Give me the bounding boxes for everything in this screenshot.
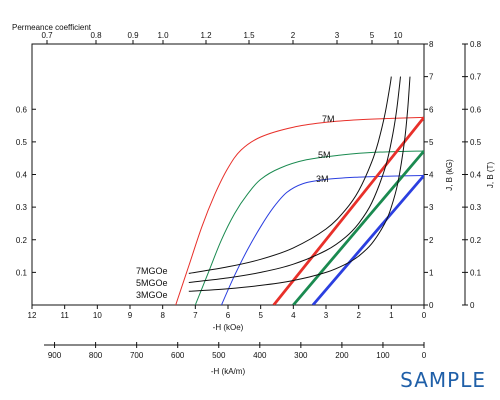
y-right1-tick-label: 0	[429, 301, 434, 310]
x-axis-label: -H (kOe)	[213, 323, 244, 332]
y-right2-tick-label: 0.5	[470, 138, 482, 147]
y-right1-tick-label: 2	[429, 236, 434, 245]
y-right2-tick-label: 0.2	[470, 236, 482, 245]
top-axis-label: Permeance coefficient	[12, 23, 92, 32]
x-tick-label: 7	[193, 311, 198, 320]
x2-tick-label: 300	[294, 351, 308, 360]
x-tick-label: 3	[324, 311, 329, 320]
top-tick-label: 1.0	[157, 31, 169, 40]
y-right2-axis-label: J, B (T)	[486, 162, 495, 189]
x-tick-label: 11	[61, 311, 70, 320]
grade-label-5m: 5M	[318, 150, 331, 160]
x-tick-label: 0	[422, 311, 427, 320]
y-right1-tick-label: 5	[429, 138, 434, 147]
y-left-tick-label: 0.2	[16, 236, 28, 245]
x-tick-label: 5	[258, 311, 263, 320]
y-right2-tick-label: 0.7	[470, 73, 482, 82]
x-tick-label: 1	[389, 311, 394, 320]
top-tick-label: 3	[335, 31, 340, 40]
x2-tick-label: 900	[48, 351, 62, 360]
grade-label-7m: 7M	[322, 114, 335, 124]
x2-tick-label: 200	[335, 351, 349, 360]
y-right2-tick-label: 0	[470, 301, 475, 310]
y-right1-tick-label: 4	[429, 171, 434, 180]
y-right1-tick-label: 8	[429, 40, 434, 49]
y-right1-tick-label: 3	[429, 203, 434, 212]
x2-tick-label: 600	[171, 351, 185, 360]
y-left-tick-label: 0.1	[16, 268, 28, 277]
x2-tick-label: 700	[130, 351, 144, 360]
top-tick-label: 0.7	[41, 31, 53, 40]
x-tick-label: 12	[28, 311, 37, 320]
y-right1-axis-label: J, B (kG)	[445, 159, 454, 191]
x2-tick-label: 500	[212, 351, 226, 360]
top-tick-label: 1.2	[200, 31, 212, 40]
energy-label-7mgoe: 7MGOe	[136, 266, 168, 276]
series-3m	[221, 175, 424, 305]
energy-label-5mgoe: 5MGOe	[136, 278, 168, 288]
x2-axis-label: -H (kA/m)	[211, 367, 246, 376]
series-7m	[175, 116, 424, 305]
x2-tick-label: 0	[422, 351, 427, 360]
x-tick-label: 4	[291, 311, 296, 320]
y-right1-tick-label: 1	[429, 268, 434, 277]
sample-watermark: SAMPLE	[400, 368, 486, 392]
top-tick-label: 0.8	[90, 31, 102, 40]
top-tick-label: 2	[291, 31, 296, 40]
top-tick-label: 5	[370, 31, 375, 40]
x-tick-label: 6	[226, 311, 231, 320]
top-tick-label: 1.5	[243, 31, 255, 40]
x-tick-label: 9	[128, 311, 133, 320]
x-tick-label: 8	[160, 311, 165, 320]
y-right2-tick-label: 0.1	[470, 268, 482, 277]
y-left-tick-label: 0.6	[16, 105, 28, 114]
y-right2-tick-label: 0.8	[470, 40, 482, 49]
y-right1-tick-label: 6	[429, 105, 434, 114]
x2-tick-label: 400	[253, 351, 267, 360]
y-left-tick-label: 0.3	[16, 203, 28, 212]
energy-label-3mgoe: 3MGOe	[136, 290, 168, 300]
y-right2-tick-label: 0.6	[470, 105, 482, 114]
x-tick-label: 10	[93, 311, 102, 320]
y-right2-tick-label: 0.3	[470, 203, 482, 212]
series-7mgoe	[188, 76, 392, 274]
y-left-tick-label: 0.4	[16, 171, 28, 180]
x2-tick-label: 800	[89, 351, 103, 360]
series-7m-b	[272, 116, 424, 305]
series-5m-b	[292, 150, 424, 305]
y-left-tick-label: 0.5	[16, 138, 28, 147]
x-tick-label: 2	[356, 311, 361, 320]
series-3mgoe	[188, 76, 411, 292]
series-5mgoe	[188, 76, 401, 283]
top-tick-label: 10	[394, 31, 403, 40]
y-right2-tick-label: 0.4	[470, 171, 482, 180]
grade-label-3m: 3M	[316, 174, 329, 184]
plot-frame	[31, 43, 425, 306]
x2-tick-label: 100	[376, 351, 390, 360]
series-5m	[194, 150, 424, 305]
series-3m-b	[311, 174, 424, 305]
y-right1-tick-label: 7	[429, 73, 434, 82]
top-tick-label: 0.9	[127, 31, 139, 40]
